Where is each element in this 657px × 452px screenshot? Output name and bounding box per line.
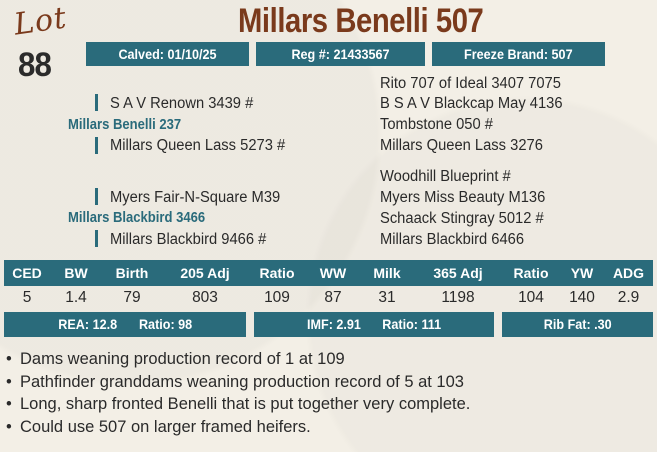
epd-value-birth: 79 xyxy=(123,289,141,306)
pedigree-sss: Rito 707 of Ideal 3407 7075 xyxy=(380,75,561,92)
epd-header-milk: Milk xyxy=(373,265,401,281)
epd-header-yw: YW xyxy=(570,265,594,281)
pedigree-sdd: Millars Queen Lass 3276 xyxy=(380,137,543,154)
epd-value-adg: 2.9 xyxy=(617,289,640,306)
epd-value-ww: 87 xyxy=(324,289,342,306)
epd-header-ced: CED xyxy=(12,265,42,281)
epd-value-bw: 1.4 xyxy=(65,289,87,306)
epd-value-205adj: 803 xyxy=(192,289,218,306)
pedigree-bracket xyxy=(95,94,98,111)
pedigree-bracket xyxy=(95,137,98,154)
rib-fat-badge: Rib Fat: .30 xyxy=(502,312,653,337)
epd-header-row: CED BW Birth 205 Adj Ratio WW Milk 365 A… xyxy=(4,260,653,286)
epd-value-ratio2: 104 xyxy=(518,289,544,306)
pedigree-dds: Schaack Stingray 5012 # xyxy=(380,210,544,227)
list-item: • Could use 507 on larger framed heifers. xyxy=(6,417,311,436)
pedigree-sds: Tombstone 050 # xyxy=(380,116,493,133)
pedigree-dam-dam: Millars Blackbird 9466 # xyxy=(110,231,267,248)
list-item: • Dams weaning production record of 1 at … xyxy=(6,350,345,368)
epd-header-ratio2: Ratio xyxy=(513,265,549,281)
pedigree-dss: Woodhill Blueprint # xyxy=(380,168,511,185)
list-item: • Long, sharp fronted Benelli that is put… xyxy=(6,395,471,413)
calved-date-badge: Calved: 01/10/25 xyxy=(86,42,249,66)
lot-label: Lot xyxy=(11,0,70,43)
epd-value-milk: 31 xyxy=(378,289,396,306)
epd-header-bw: BW xyxy=(64,265,88,281)
pedigree-dsd: Myers Miss Beauty M136 xyxy=(380,189,546,206)
epd-header-adg: ADG xyxy=(612,265,645,281)
lot-number: 88 xyxy=(18,46,52,84)
pedigree-dam-sire: Myers Fair-N-Square M39 xyxy=(110,189,281,206)
epd-header-365adj: 365 Adj xyxy=(433,265,483,281)
imf-badge: IMF: 2.91 Ratio: 111 xyxy=(254,312,494,337)
registration-number-badge: Reg #: 21433567 xyxy=(256,42,425,66)
pedigree-dam: Millars Blackbird 3466 xyxy=(68,210,206,226)
pedigree-ddd: Millars Blackbird 6466 xyxy=(380,231,525,248)
epd-value-row: 5 1.4 79 803 109 87 31 1198 104 140 2.9 xyxy=(4,286,653,310)
rea-badge: REA: 12.8 Ratio: 98 xyxy=(4,312,246,337)
pedigree-sire-sire: S A V Renown 3439 # xyxy=(110,95,254,112)
epd-value-ratio: 109 xyxy=(264,289,290,306)
epd-header-ww: WW xyxy=(319,265,347,281)
epd-value-365adj: 1198 xyxy=(441,289,475,306)
epd-value-ced: 5 xyxy=(22,289,32,306)
epd-header-birth: Birth xyxy=(115,265,149,281)
epd-value-yw: 140 xyxy=(569,289,595,306)
freeze-brand-badge: Freeze Brand: 507 xyxy=(432,42,605,66)
notes-list: • Dams weaning production record of 1 at … xyxy=(6,348,651,438)
pedigree-ssd: B S A V Blackcap May 4136 xyxy=(380,95,563,112)
pedigree-sire-dam: Millars Queen Lass 5273 # xyxy=(110,137,286,154)
pedigree-sire: Millars Benelli 237 xyxy=(68,117,182,133)
animal-name-title: Millars Benelli 507 xyxy=(238,2,484,40)
pedigree-bracket xyxy=(95,188,98,205)
pedigree-bracket xyxy=(95,230,98,247)
list-item: • Pathfinder granddams weaning production… xyxy=(6,372,464,391)
epd-header-205adj: 205 Adj xyxy=(180,265,230,281)
epd-header-ratio: Ratio xyxy=(259,265,295,281)
